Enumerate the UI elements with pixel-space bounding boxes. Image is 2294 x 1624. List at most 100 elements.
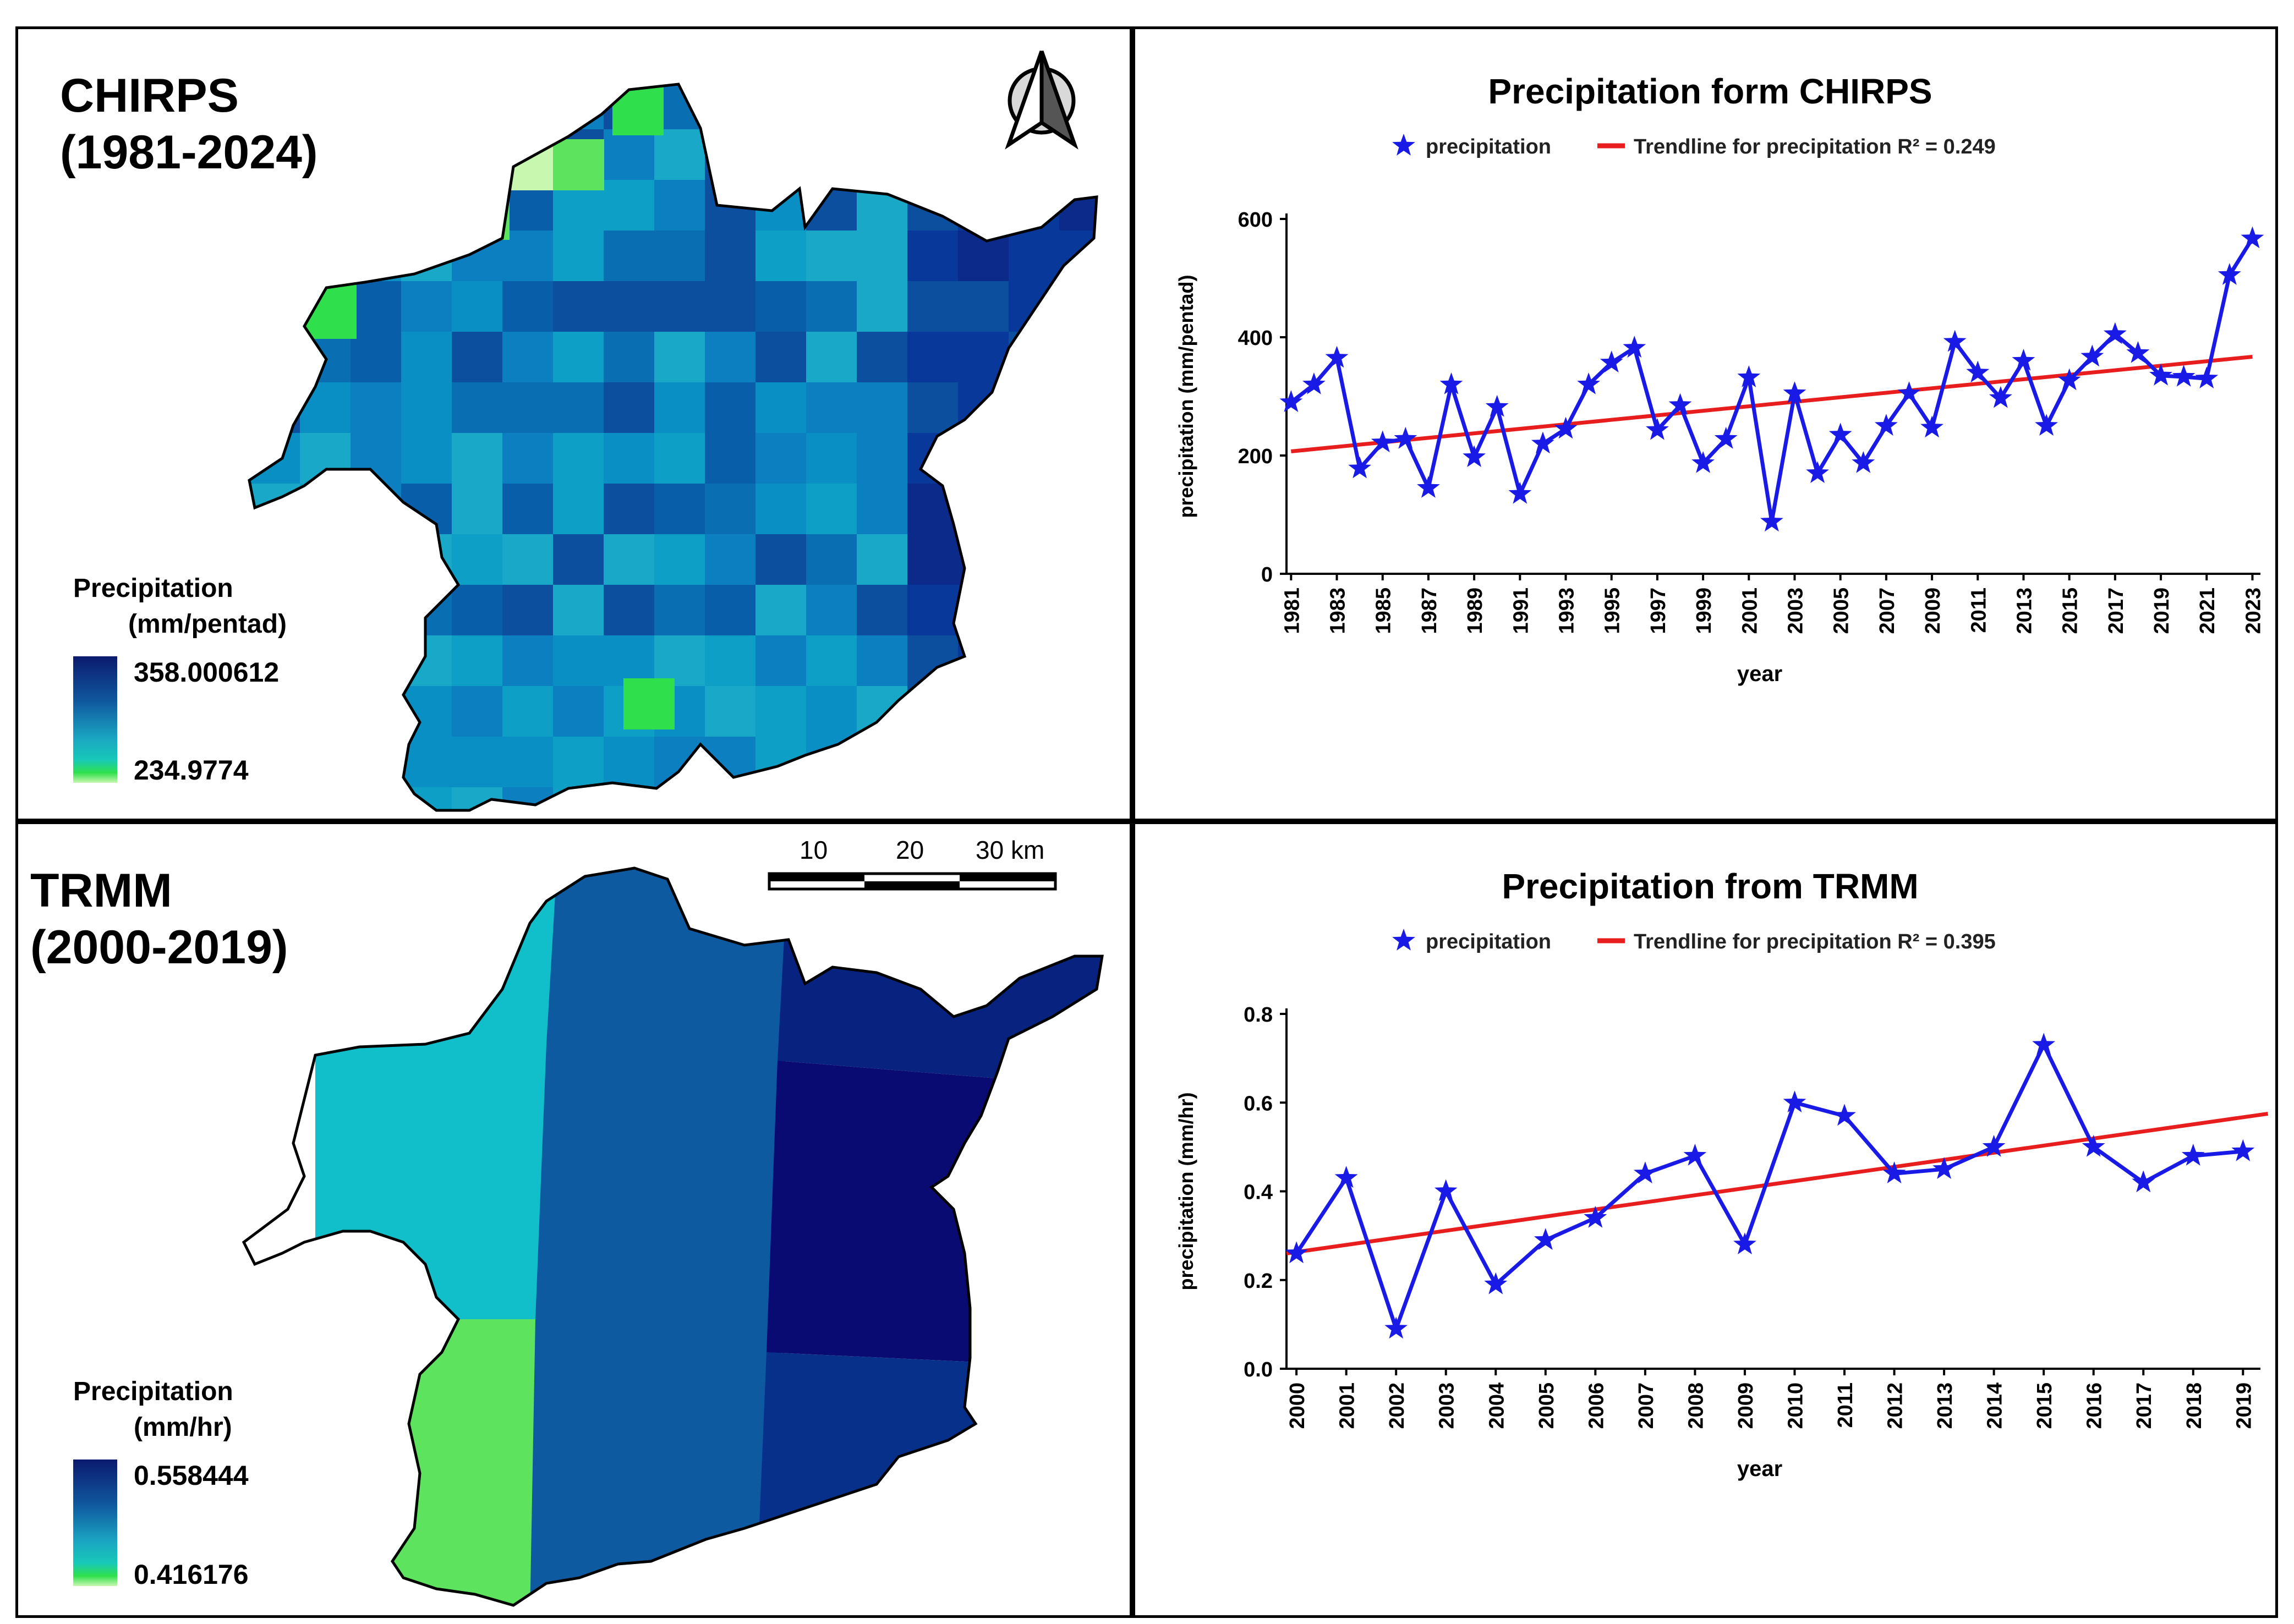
data-point bbox=[1783, 1090, 1806, 1112]
x-tick-label: 2004 bbox=[1485, 1382, 1508, 1429]
x-tick-label: 2000 bbox=[1286, 1382, 1309, 1429]
chirps-cell bbox=[755, 231, 807, 282]
chirps-cell bbox=[300, 737, 351, 788]
chirps-cell-highlight bbox=[458, 189, 510, 240]
trmm-boundary bbox=[242, 866, 1104, 1607]
data-point bbox=[1646, 418, 1669, 440]
chirps-cell bbox=[604, 534, 655, 585]
chirps-title-line2: (1981-2024) bbox=[60, 126, 318, 179]
chirps-cell bbox=[300, 686, 351, 737]
x-tick-label: 2009 bbox=[1921, 588, 1945, 634]
chirps-cell bbox=[755, 382, 807, 434]
trmm-cell-e bbox=[767, 1061, 1102, 1369]
y-tick-label: 0 bbox=[1261, 563, 1273, 586]
chirps-legend-min: 234.9774 bbox=[134, 755, 249, 786]
chirps-cell bbox=[755, 686, 807, 737]
x-tick-label: 1997 bbox=[1647, 588, 1670, 634]
chirps-cell bbox=[806, 585, 857, 636]
chirps-cell bbox=[755, 635, 807, 687]
chirps-cell bbox=[806, 433, 857, 484]
chirps-cell bbox=[452, 585, 503, 636]
x-tick-label: 1991 bbox=[1509, 588, 1532, 634]
trmm-cell-se bbox=[755, 1352, 1102, 1605]
data-point bbox=[2172, 365, 2196, 387]
chirps-cell bbox=[1059, 433, 1097, 484]
chirps-cell bbox=[907, 84, 959, 130]
scale-bar bbox=[768, 872, 1057, 891]
chirps-cell bbox=[755, 84, 807, 130]
chirps-cell bbox=[705, 484, 756, 535]
chirps-cell bbox=[351, 332, 402, 383]
chirps-cell bbox=[553, 585, 604, 636]
chirps-cell bbox=[604, 585, 655, 636]
x-tick-label: 2010 bbox=[1784, 1382, 1807, 1429]
chirps-cell bbox=[1059, 585, 1097, 636]
chirps-cell bbox=[654, 737, 705, 788]
chirps-cell bbox=[958, 737, 1009, 788]
chirps-cell bbox=[705, 686, 756, 737]
x-tick-label: 2005 bbox=[1830, 588, 1853, 634]
chirps-cell bbox=[1009, 635, 1060, 687]
chirps-cell bbox=[857, 231, 908, 282]
chirps-cell bbox=[907, 231, 959, 282]
chirps-cell bbox=[806, 484, 857, 535]
chirps-cell bbox=[300, 231, 351, 282]
x-tick-label: 2018 bbox=[2183, 1382, 2206, 1429]
legend-label-trend: Trendline for precipitation R² = 0.395 bbox=[1634, 930, 1996, 953]
trendline bbox=[1290, 354, 2253, 453]
chirps-cell bbox=[604, 129, 655, 180]
chirps-cell bbox=[1059, 484, 1097, 535]
chirps-cell bbox=[654, 180, 705, 231]
chirps-cell bbox=[857, 332, 908, 383]
data-point bbox=[1348, 456, 1371, 479]
chirps-cell bbox=[958, 382, 1009, 434]
chart-legend: precipitation Trendline for precipitation… bbox=[1392, 929, 1996, 953]
chirps-cell bbox=[705, 332, 756, 383]
chirps-cell bbox=[806, 281, 857, 332]
chirps-cell bbox=[907, 686, 959, 737]
chirps-cell bbox=[249, 84, 300, 130]
chirps-cell bbox=[1009, 433, 1060, 484]
x-tick-label: 2013 bbox=[1934, 1382, 1957, 1429]
chirps-cell bbox=[755, 585, 807, 636]
data-point bbox=[1485, 394, 1509, 417]
chirps-cell bbox=[351, 737, 402, 788]
chirps-cell bbox=[553, 84, 604, 130]
trmm-cell-c bbox=[530, 868, 789, 1605]
data-point bbox=[1733, 1232, 1756, 1254]
chirps-cell bbox=[553, 332, 604, 383]
chirps-cell bbox=[401, 281, 452, 332]
chirps-cell bbox=[604, 281, 655, 332]
chirps-cell bbox=[1059, 737, 1097, 788]
chirps-cell bbox=[300, 180, 351, 231]
chirps-cell bbox=[452, 484, 503, 535]
chirps-cell bbox=[958, 635, 1009, 687]
chirps-cell bbox=[654, 129, 705, 180]
chirps-cell-highlight bbox=[255, 337, 306, 388]
data-point bbox=[1966, 360, 1990, 383]
x-tick-label: 2019 bbox=[2150, 588, 2173, 634]
chirps-cell bbox=[1009, 382, 1060, 434]
chirps-cell bbox=[553, 737, 604, 788]
chirps-cell bbox=[300, 585, 351, 636]
chirps-cell bbox=[502, 635, 554, 687]
chirps-cell bbox=[1009, 585, 1060, 636]
data-point bbox=[1334, 1166, 1358, 1188]
chirps-cell bbox=[857, 635, 908, 687]
chirps-cell bbox=[806, 382, 857, 434]
chirps-cell bbox=[401, 332, 452, 383]
data-point bbox=[1531, 431, 1554, 454]
data-point bbox=[2081, 344, 2104, 367]
trmm-line-chart: Precipitation from TRMM precipitation Tren… bbox=[1175, 866, 2269, 1481]
chirps-cell bbox=[958, 332, 1009, 383]
data-point bbox=[1874, 414, 1898, 436]
data-point bbox=[1828, 423, 1852, 445]
data-point bbox=[2057, 368, 2081, 391]
chirps-map-panel: CHIRPS (1981-2024) Precipitation (mm/pen… bbox=[15, 26, 1132, 821]
chirps-cell bbox=[300, 534, 351, 585]
chirps-cell bbox=[755, 332, 807, 383]
x-tick-label: 2008 bbox=[1684, 1382, 1707, 1429]
chirps-cell bbox=[1009, 484, 1060, 535]
data-point bbox=[1714, 426, 1738, 449]
chirps-cell bbox=[351, 180, 402, 231]
